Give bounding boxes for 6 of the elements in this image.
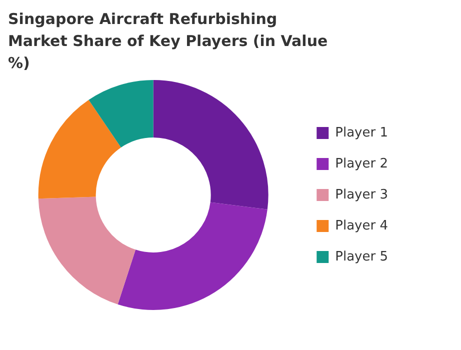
legend-label: Player 3 xyxy=(335,187,388,202)
chart-title: Singapore Aircraft Refurbishing Market Share of Key Players (in Value %) xyxy=(8,9,329,74)
legend-label: Player 4 xyxy=(335,218,388,234)
legend-label: Player 2 xyxy=(335,156,388,172)
legend-label: Player 1 xyxy=(335,125,388,140)
legend-label: Player 5 xyxy=(335,249,388,264)
